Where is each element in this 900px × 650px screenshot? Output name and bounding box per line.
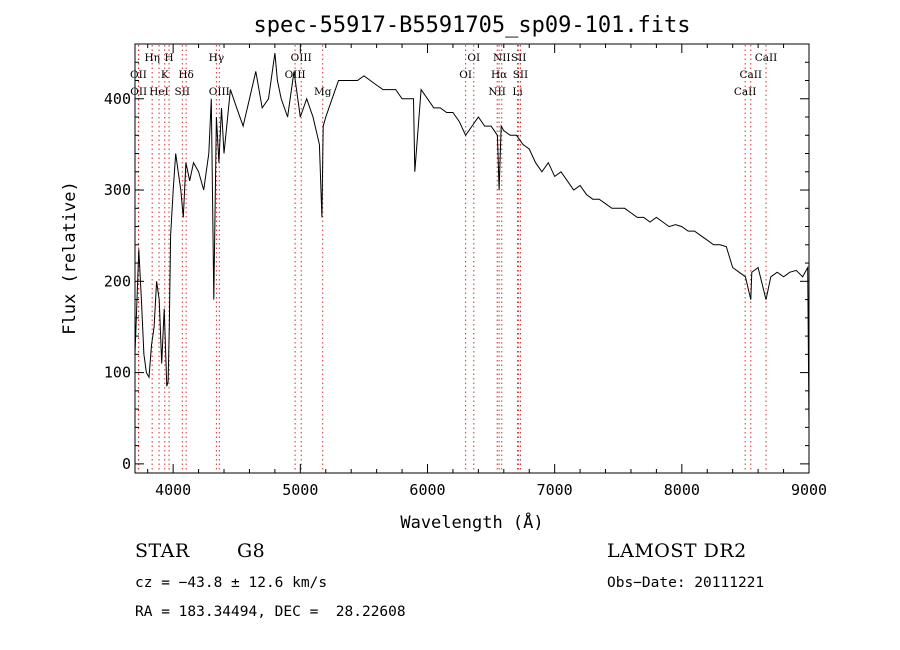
spectral-line-label: H (164, 52, 173, 64)
coordinates-text: RA = 183.34494, DEC = 28.22608 (135, 604, 406, 620)
spectral-line-label: Hγ (209, 52, 224, 64)
y-tick-label: 100 (104, 364, 131, 382)
y-tick-label: 200 (104, 272, 131, 290)
spectral-line-label: Mg (314, 86, 332, 98)
spectral-line-label: OII (130, 69, 147, 81)
spectral-line-label: OII (130, 86, 147, 98)
x-tick-label: 9000 (791, 481, 827, 499)
spectral-line-label: SII (513, 69, 529, 81)
spectral-line-label: OIII (285, 69, 306, 81)
spectral-line-label: K (161, 69, 169, 81)
spectral-line-label: SII (511, 52, 527, 64)
spectral-line-label: CaII (755, 52, 778, 64)
spectral-line-label: SII (175, 86, 191, 98)
spectral-line-label: HeI (149, 86, 169, 98)
spectral-line-label: NII (493, 52, 510, 64)
y-tick-label: 0 (122, 455, 131, 473)
spectral-line-label: OI (467, 52, 480, 64)
spectral-line-labels: Hη HK Hδ OII OII HeI SII Hγ OIII OIII OIII Mg OI OI NI… (130, 52, 777, 98)
flux-series-line (134, 53, 810, 428)
y-axis-ticks: 0 100 200 300 400 (104, 61, 809, 473)
x-tick-label: 4000 (155, 481, 191, 499)
x-tick-label: 7000 (537, 481, 573, 499)
obs-date-text: Obs−Date: 20111221 (607, 575, 765, 591)
spectral-line-markers (137, 45, 767, 472)
spectral-line-label: CaII (734, 86, 757, 98)
y-tick-label: 400 (104, 90, 131, 108)
x-tick-label: 5000 (282, 481, 318, 499)
subclass: G8 (237, 540, 266, 562)
x-tick-label: 8000 (664, 481, 700, 499)
spectral-line-label: Hη (144, 52, 159, 64)
x-axis-ticks: 4000 5000 6000 7000 8000 9000 (147, 44, 827, 499)
y-tick-label: 300 (104, 181, 131, 199)
object-class: STAR (135, 540, 190, 562)
spectral-line-label: OI (459, 69, 472, 81)
spectral-line-label: OIII (209, 86, 230, 98)
spectral-line-label: Hδ (178, 69, 193, 81)
survey-name: LAMOST DR2 (607, 540, 747, 562)
spectral-line-label: Li (512, 86, 523, 98)
y-axis-label: Flux (relative) (60, 181, 80, 335)
spectral-line-label: Hα (491, 69, 507, 81)
x-tick-label: 6000 (409, 481, 445, 499)
chart-title: spec-55917-B5591705_sp09-101.fits (253, 13, 690, 38)
spectral-line-label: NII (488, 86, 505, 98)
redshift-text: cz = −43.8 ± 12.6 km/s (135, 575, 328, 591)
spectral-line-label: OIII (291, 52, 312, 64)
spectral-line-label: CaII (739, 69, 762, 81)
plot-frame (134, 43, 810, 474)
x-axis-label: Wavelength (Å) (400, 511, 543, 533)
